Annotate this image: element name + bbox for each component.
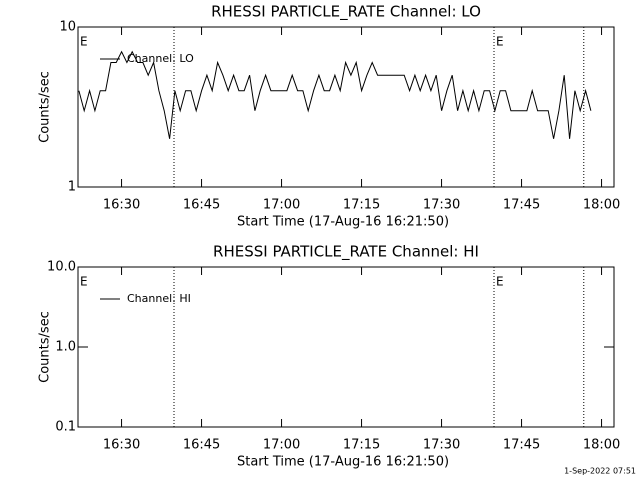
x-tick-label: 18:00 (583, 198, 620, 213)
legend-label: Channel: LO (127, 52, 194, 65)
x-tick-label: 16:30 (103, 438, 140, 453)
x-tick-label: 17:00 (263, 438, 300, 453)
chart-title: RHESSI PARTICLE_RATE Channel: HI (213, 243, 479, 262)
x-tick-label: 18:00 (583, 438, 620, 453)
legend-label: Channel: HI (127, 292, 191, 305)
x-tick-label: 17:30 (423, 438, 460, 453)
event-label: E (80, 35, 88, 49)
x-tick-label: 17:15 (343, 438, 380, 453)
x-tick-label: 16:45 (183, 198, 220, 213)
x-tick-label: 17:45 (503, 198, 540, 213)
x-tick-label: 17:30 (423, 198, 460, 213)
chart-title: RHESSI PARTICLE_RATE Channel: LO (211, 3, 481, 22)
y-axis-label: Counts/sec (38, 311, 53, 383)
y-tick-label: 1.0 (55, 340, 76, 355)
event-label: E (80, 275, 88, 289)
x-axis-label: Start Time (17-Aug-16 16:21:50) (237, 215, 449, 230)
x-tick-label: 17:15 (343, 198, 380, 213)
x-tick-label: 17:45 (503, 438, 540, 453)
x-tick-label: 17:00 (263, 198, 300, 213)
y-tick-label: 10 (59, 20, 76, 35)
y-tick-label: 1 (68, 180, 76, 195)
y-tick-label: 10.0 (47, 260, 76, 275)
y-axis-label: Counts/sec (38, 71, 53, 143)
x-axis-label: Start Time (17-Aug-16 16:21:50) (237, 455, 449, 470)
data-line (78, 50, 592, 139)
footer: 1-Sep-2022 07:51 (564, 467, 636, 476)
event-label: E (496, 35, 504, 49)
x-tick-label: 16:45 (183, 438, 220, 453)
event-label: E (496, 275, 504, 289)
x-tick-label: 16:30 (103, 198, 140, 213)
y-tick-label: 0.1 (55, 420, 76, 435)
plot-frame (77, 26, 615, 188)
